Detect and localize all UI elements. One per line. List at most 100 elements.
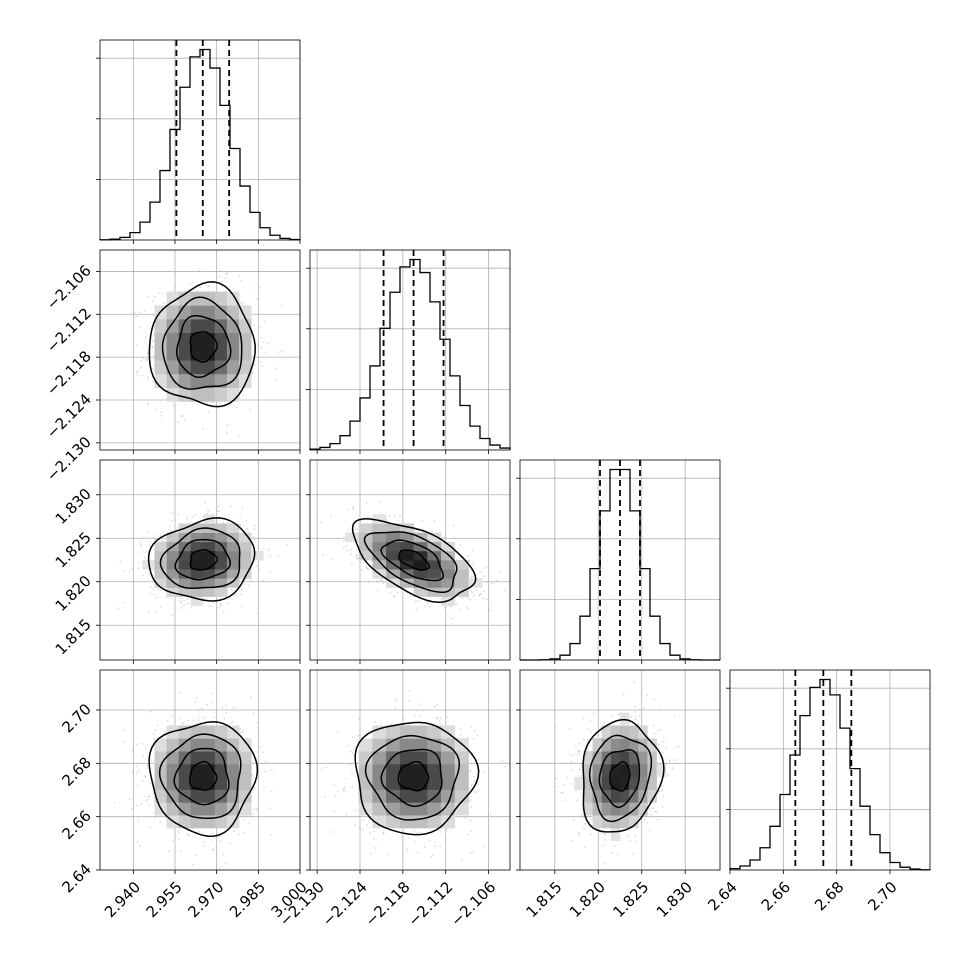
- sample-point: [159, 589, 162, 592]
- sample-point: [470, 805, 472, 808]
- y-tick-label-p1-1: −2.124: [43, 390, 95, 442]
- sample-point: [357, 557, 359, 560]
- sample-point: [202, 428, 204, 430]
- sample-point: [239, 579, 241, 582]
- sample-point: [253, 324, 255, 327]
- density-cell: [386, 776, 401, 790]
- sample-point: [152, 381, 155, 383]
- contour-level-1: [174, 538, 231, 581]
- sample-point: [137, 374, 140, 377]
- sample-point: [235, 594, 238, 597]
- density-cell: [413, 569, 428, 579]
- sample-point: [187, 719, 190, 722]
- density-cell: [178, 569, 192, 579]
- density-cell: [441, 578, 456, 588]
- sample-point: [148, 795, 151, 798]
- sample-point: [260, 326, 262, 329]
- sample-point: [140, 803, 143, 805]
- sample-point: [365, 565, 368, 568]
- density-cell: [202, 332, 216, 347]
- density-cell: [214, 578, 228, 588]
- sample-point: [355, 555, 357, 558]
- contour-level-2: [363, 531, 458, 594]
- sample-point: [344, 786, 346, 788]
- sample-point: [177, 829, 180, 832]
- sample-point: [266, 342, 269, 345]
- sample-point: [155, 611, 158, 613]
- sample-point: [171, 511, 174, 514]
- sample-point: [447, 615, 449, 617]
- density-cell: [441, 763, 456, 778]
- sample-point: [138, 562, 140, 564]
- sample-point: [438, 719, 441, 722]
- sample-point: [243, 583, 246, 585]
- sample-point: [149, 540, 152, 543]
- sample-point: [177, 421, 180, 423]
- sample-point: [218, 510, 221, 512]
- sample-point: [207, 411, 210, 414]
- sample-point: [194, 513, 197, 516]
- sample-point: [184, 403, 187, 406]
- sample-point: [185, 602, 188, 605]
- density-cell: [427, 541, 442, 552]
- density-cell: [386, 532, 401, 543]
- density-cell: [178, 373, 192, 388]
- sample-point: [137, 840, 139, 843]
- sample-point: [162, 531, 164, 534]
- sample-point: [221, 280, 224, 282]
- sample-point: [148, 610, 150, 613]
- sample-point: [253, 287, 255, 289]
- sample-point: [354, 809, 356, 812]
- y-tick-label-p1-4: −2.106: [43, 262, 95, 314]
- density-cell: [154, 319, 167, 334]
- sample-point: [365, 566, 368, 569]
- density-cell: [214, 776, 228, 790]
- sample-point: [131, 771, 134, 773]
- sample-point: [433, 705, 436, 708]
- sample-point: [495, 579, 498, 582]
- sample-point: [246, 872, 248, 874]
- sample-point: [392, 596, 395, 598]
- sample-point: [367, 580, 370, 582]
- sample-point: [253, 786, 256, 789]
- sample-point: [250, 696, 252, 699]
- sample-point: [469, 771, 472, 773]
- sample-point: [241, 815, 244, 817]
- sample-point: [224, 277, 227, 280]
- sample-point: [160, 415, 163, 417]
- sample-point: [146, 764, 149, 767]
- sample-point: [320, 521, 322, 524]
- sample-point: [394, 707, 396, 710]
- sample-point: [469, 799, 472, 802]
- density-cell: [166, 319, 180, 334]
- density-cell: [202, 776, 216, 790]
- sample-point: [147, 353, 149, 356]
- sample-point: [253, 524, 256, 527]
- sample-point: [360, 568, 363, 571]
- density-cell: [214, 802, 228, 816]
- sample-point: [286, 544, 289, 546]
- density-cell: [226, 305, 240, 320]
- density-cell: [166, 373, 180, 388]
- sample-point: [459, 727, 462, 730]
- sample-point: [414, 529, 417, 532]
- density-cell: [190, 763, 204, 778]
- sample-point: [511, 766, 513, 768]
- density-cell: [372, 776, 387, 790]
- sample-point: [153, 296, 156, 299]
- sample-point: [232, 830, 235, 833]
- sample-point: [260, 346, 263, 349]
- sample-point: [471, 785, 473, 788]
- sample-point: [263, 320, 266, 323]
- density-cell: [190, 291, 204, 306]
- sample-point: [468, 800, 471, 803]
- sample-point: [150, 586, 152, 588]
- density-cell: [214, 523, 228, 533]
- sample-point: [275, 367, 277, 370]
- density-cell: [239, 541, 252, 552]
- sample-point: [229, 874, 231, 876]
- sample-point: [225, 862, 227, 865]
- sample-point: [473, 776, 475, 778]
- sample-point: [346, 549, 349, 552]
- sample-point: [166, 719, 169, 722]
